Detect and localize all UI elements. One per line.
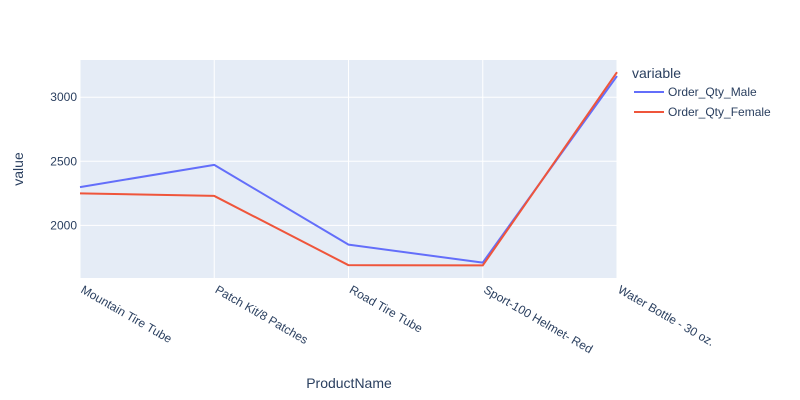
series-layer — [79, 71, 618, 267]
legend-label: Order_Qty_Female — [668, 105, 771, 119]
x-tick-label: Mountain Tire Tube — [79, 282, 175, 346]
y-axis-title: value — [10, 152, 26, 186]
legend-item[interactable]: Order_Qty_Female — [634, 105, 771, 119]
x-tick-label: Water Bottle - 30 oz. — [616, 282, 717, 349]
x-tick-label: Patch Kit/8 Patches — [213, 282, 311, 346]
legend-item[interactable]: Order_Qty_Male — [634, 85, 757, 99]
y-tick-label: 3000 — [50, 90, 77, 104]
x-tick-label: Road Tire Tube — [347, 282, 425, 335]
x-axis-title: ProductName — [306, 375, 392, 391]
y-tick-label: 2500 — [50, 154, 77, 168]
y-tick-label: 2000 — [50, 218, 77, 232]
legend-title: variable — [632, 65, 681, 81]
legend-items[interactable]: Order_Qty_Male Order_Qty_Female — [634, 85, 771, 119]
y-axis: 2000 2500 3000 — [50, 90, 77, 232]
legend-label: Order_Qty_Male — [668, 85, 757, 99]
series-line[interactable] — [79, 71, 618, 267]
grid — [79, 60, 618, 278]
x-axis: Mountain Tire Tube Patch Kit/8 Patches Roa… — [79, 282, 717, 356]
legend[interactable]: variable Order_Qty_Male Order_Qty_Female — [632, 65, 771, 119]
x-tick-label: Sport-100 Helmet- Red — [481, 282, 595, 356]
